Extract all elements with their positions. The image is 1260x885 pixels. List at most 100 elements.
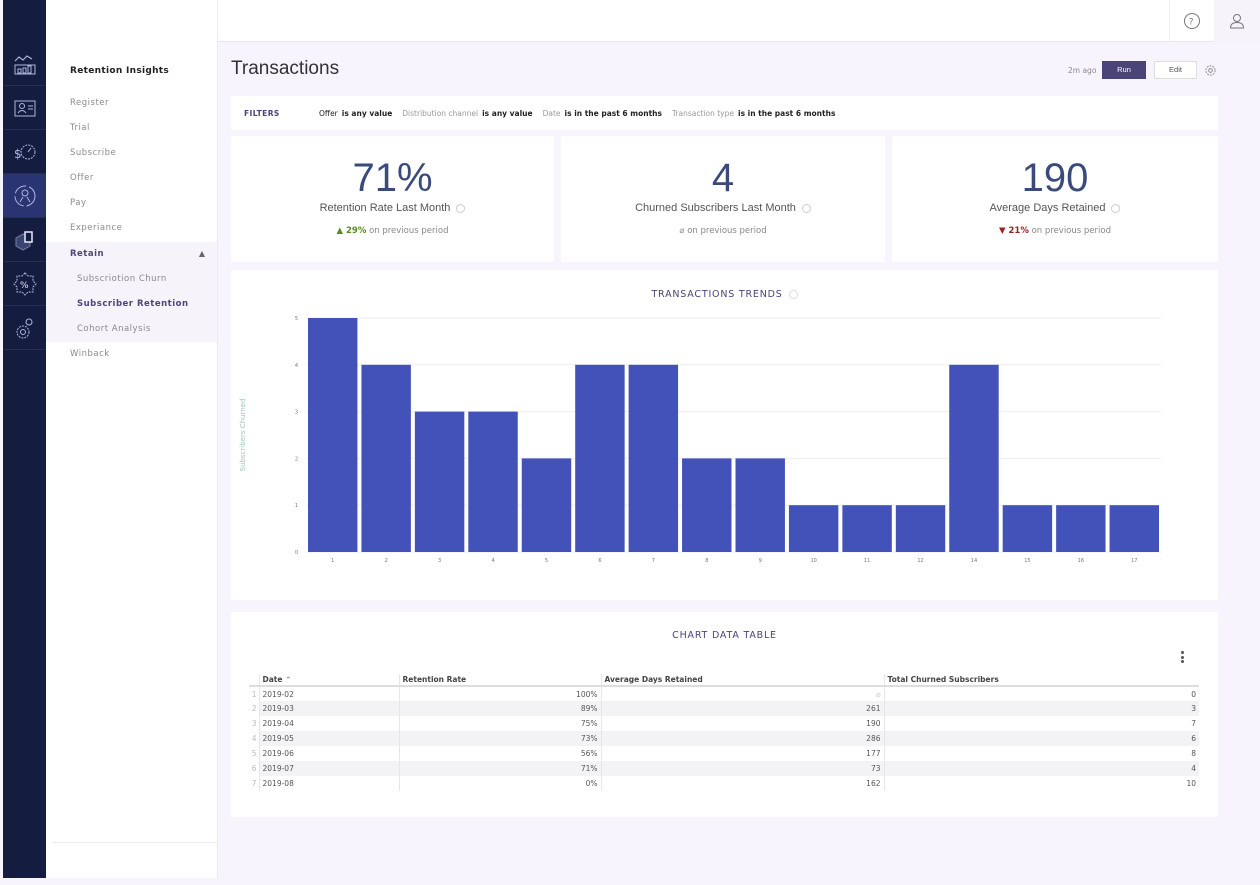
bar[interactable] <box>521 458 572 552</box>
user-menu-button[interactable] <box>1214 0 1260 42</box>
bar[interactable] <box>788 505 839 552</box>
bar[interactable] <box>842 505 892 552</box>
filter-date[interactable]: Date is in the past 6 months <box>543 109 662 118</box>
cell-average-days-retained: 162 <box>600 776 884 791</box>
help-button[interactable]: ? <box>1169 0 1213 42</box>
edit-button[interactable]: Edit <box>1154 61 1197 79</box>
nav-item-register[interactable]: Register <box>70 98 109 108</box>
cell-date: 2019-05 <box>258 731 399 746</box>
data-table: Date ⌃ Retention Rate Average Days Retai… <box>249 674 1199 791</box>
bar[interactable] <box>628 364 679 552</box>
nav-group-retain-toggle[interactable]: Retain <box>70 249 105 259</box>
info-icon[interactable] <box>801 203 811 213</box>
run-button[interactable]: Run <box>1102 61 1146 79</box>
kpi-value: 71% <box>352 156 433 200</box>
nav-item-winback[interactable]: Winback <box>70 349 110 359</box>
bar[interactable] <box>575 364 625 552</box>
row-number: 7 <box>251 779 257 788</box>
y-tick-label: 1 <box>295 503 298 509</box>
cell-total-churned: 10 <box>883 776 1199 791</box>
nav-item-trial[interactable]: Trial <box>70 123 90 133</box>
bar[interactable] <box>682 458 732 552</box>
info-icon[interactable] <box>1111 203 1121 213</box>
filter-distribution-channel[interactable]: Distribution channel is any value <box>402 109 532 118</box>
triangle-down-icon: ▼ <box>999 226 1009 236</box>
kpi-delta-text: on previous period <box>369 226 449 236</box>
nav-item-pay[interactable]: Pay <box>70 198 87 208</box>
nav-item-subscribe[interactable]: Subscribe <box>70 148 117 158</box>
x-tick-label: 9 <box>759 558 762 564</box>
kpi-label-row: Churned Subscribers Last Month <box>561 202 885 214</box>
bar[interactable] <box>1056 505 1106 552</box>
rail-item-settings[interactable] <box>3 306 46 350</box>
cell-average-days-retained: 261 <box>600 701 884 716</box>
rail-item-retention[interactable] <box>3 174 46 218</box>
rail-item-revenue[interactable]: $ <box>3 130 46 174</box>
x-tick-label: 8 <box>705 558 708 564</box>
bar[interactable] <box>1002 505 1053 552</box>
filter-value: is in the past 6 months <box>738 108 836 118</box>
gear-icon[interactable] <box>1204 64 1217 77</box>
help-circle-icon: ? <box>1183 13 1200 29</box>
nav-item-experiance[interactable]: Experiance <box>70 223 123 233</box>
chart-data-table-card: CHART DATA TABLE Date ⌃ Retention Rate A… <box>231 612 1218 817</box>
svg-text:?: ? <box>1188 18 1193 28</box>
cell-average-days-retained: 177 <box>600 746 884 761</box>
kpi-delta: ▲ 29% on previous period <box>231 226 554 236</box>
filter-key: Distribution channel <box>402 108 479 118</box>
cell-total-churned: 0 <box>883 686 1199 701</box>
kpi-value: 4 <box>711 156 735 200</box>
cell-total-churned: 8 <box>883 746 1199 761</box>
analytics-icon <box>14 54 35 74</box>
info-icon[interactable] <box>456 203 466 213</box>
table-row[interactable]: 3 2019-04 75% 190 7 <box>249 716 1199 731</box>
row-number: 4 <box>251 734 257 743</box>
last-run-time: 2m ago <box>1068 66 1097 75</box>
table-row[interactable]: 6 2019-07 71% 73 4 <box>249 761 1199 776</box>
bar[interactable] <box>361 364 411 552</box>
table-row[interactable]: 4 2019-05 73% 286 6 <box>249 731 1199 746</box>
chevron-up-icon[interactable]: ▲ <box>198 249 205 258</box>
bar[interactable] <box>895 505 946 552</box>
bar[interactable] <box>1109 505 1159 552</box>
nav-subitem-subscriber-retention[interactable]: Subscriber Retention <box>77 299 189 309</box>
nav-item-offer[interactable]: Offer <box>70 173 94 183</box>
rail-item-offers[interactable]: % <box>3 262 46 306</box>
bar[interactable] <box>414 411 465 552</box>
nav-divider <box>52 842 217 843</box>
settings-gears-icon <box>16 318 32 338</box>
bar[interactable] <box>308 318 358 552</box>
table-row[interactable]: 7 2019-08 0% 162 10 <box>249 776 1199 791</box>
cell-date: 2019-08 <box>258 776 399 791</box>
table-row[interactable]: 5 2019-06 56% 177 8 <box>249 746 1199 761</box>
filter-offer[interactable]: Offer is any value <box>319 109 392 118</box>
bar[interactable] <box>949 364 999 552</box>
table-row[interactable]: 2 2019-03 89% 261 3 <box>249 701 1199 716</box>
cell-total-churned: 7 <box>883 716 1199 731</box>
kpi-value: 190 <box>1021 156 1089 200</box>
svg-text:%: % <box>20 281 29 291</box>
row-number: 1 <box>251 689 257 699</box>
column-header-average-days-retained[interactable]: Average Days Retained <box>600 674 884 687</box>
filter-transaction-type[interactable]: Transaction type is in the past 6 months <box>672 109 835 118</box>
table-row[interactable]: 1 2019-02 100% ⌀ 0 <box>249 686 1199 701</box>
retention-user-icon <box>14 185 35 206</box>
cell-retention-rate: 71% <box>398 761 601 776</box>
table-title: CHART DATA TABLE <box>672 630 777 641</box>
page-title: Transactions <box>231 58 340 79</box>
nav-subitem-subscription-churn[interactable]: Subscriotion Churn <box>77 274 167 284</box>
column-header-retention-rate[interactable]: Retention Rate <box>398 674 601 687</box>
bar[interactable] <box>468 411 518 552</box>
info-icon[interactable] <box>788 290 798 299</box>
bar[interactable] <box>735 458 785 552</box>
column-header-total-churned[interactable]: Total Churned Subscribers <box>883 674 1199 687</box>
cell-average-days-retained: ⌀ <box>600 686 884 701</box>
rail-item-analytics[interactable] <box>3 42 46 86</box>
x-tick-label: 10 <box>810 558 816 564</box>
more-options-icon[interactable] <box>1178 649 1186 665</box>
column-header-date[interactable]: Date ⌃ <box>258 674 399 687</box>
rail-item-products[interactable] <box>3 218 46 262</box>
x-tick-label: 2 <box>385 558 388 564</box>
nav-subitem-cohort-analysis[interactable]: Cohort Analysis <box>77 324 151 334</box>
rail-item-users[interactable] <box>3 86 46 130</box>
